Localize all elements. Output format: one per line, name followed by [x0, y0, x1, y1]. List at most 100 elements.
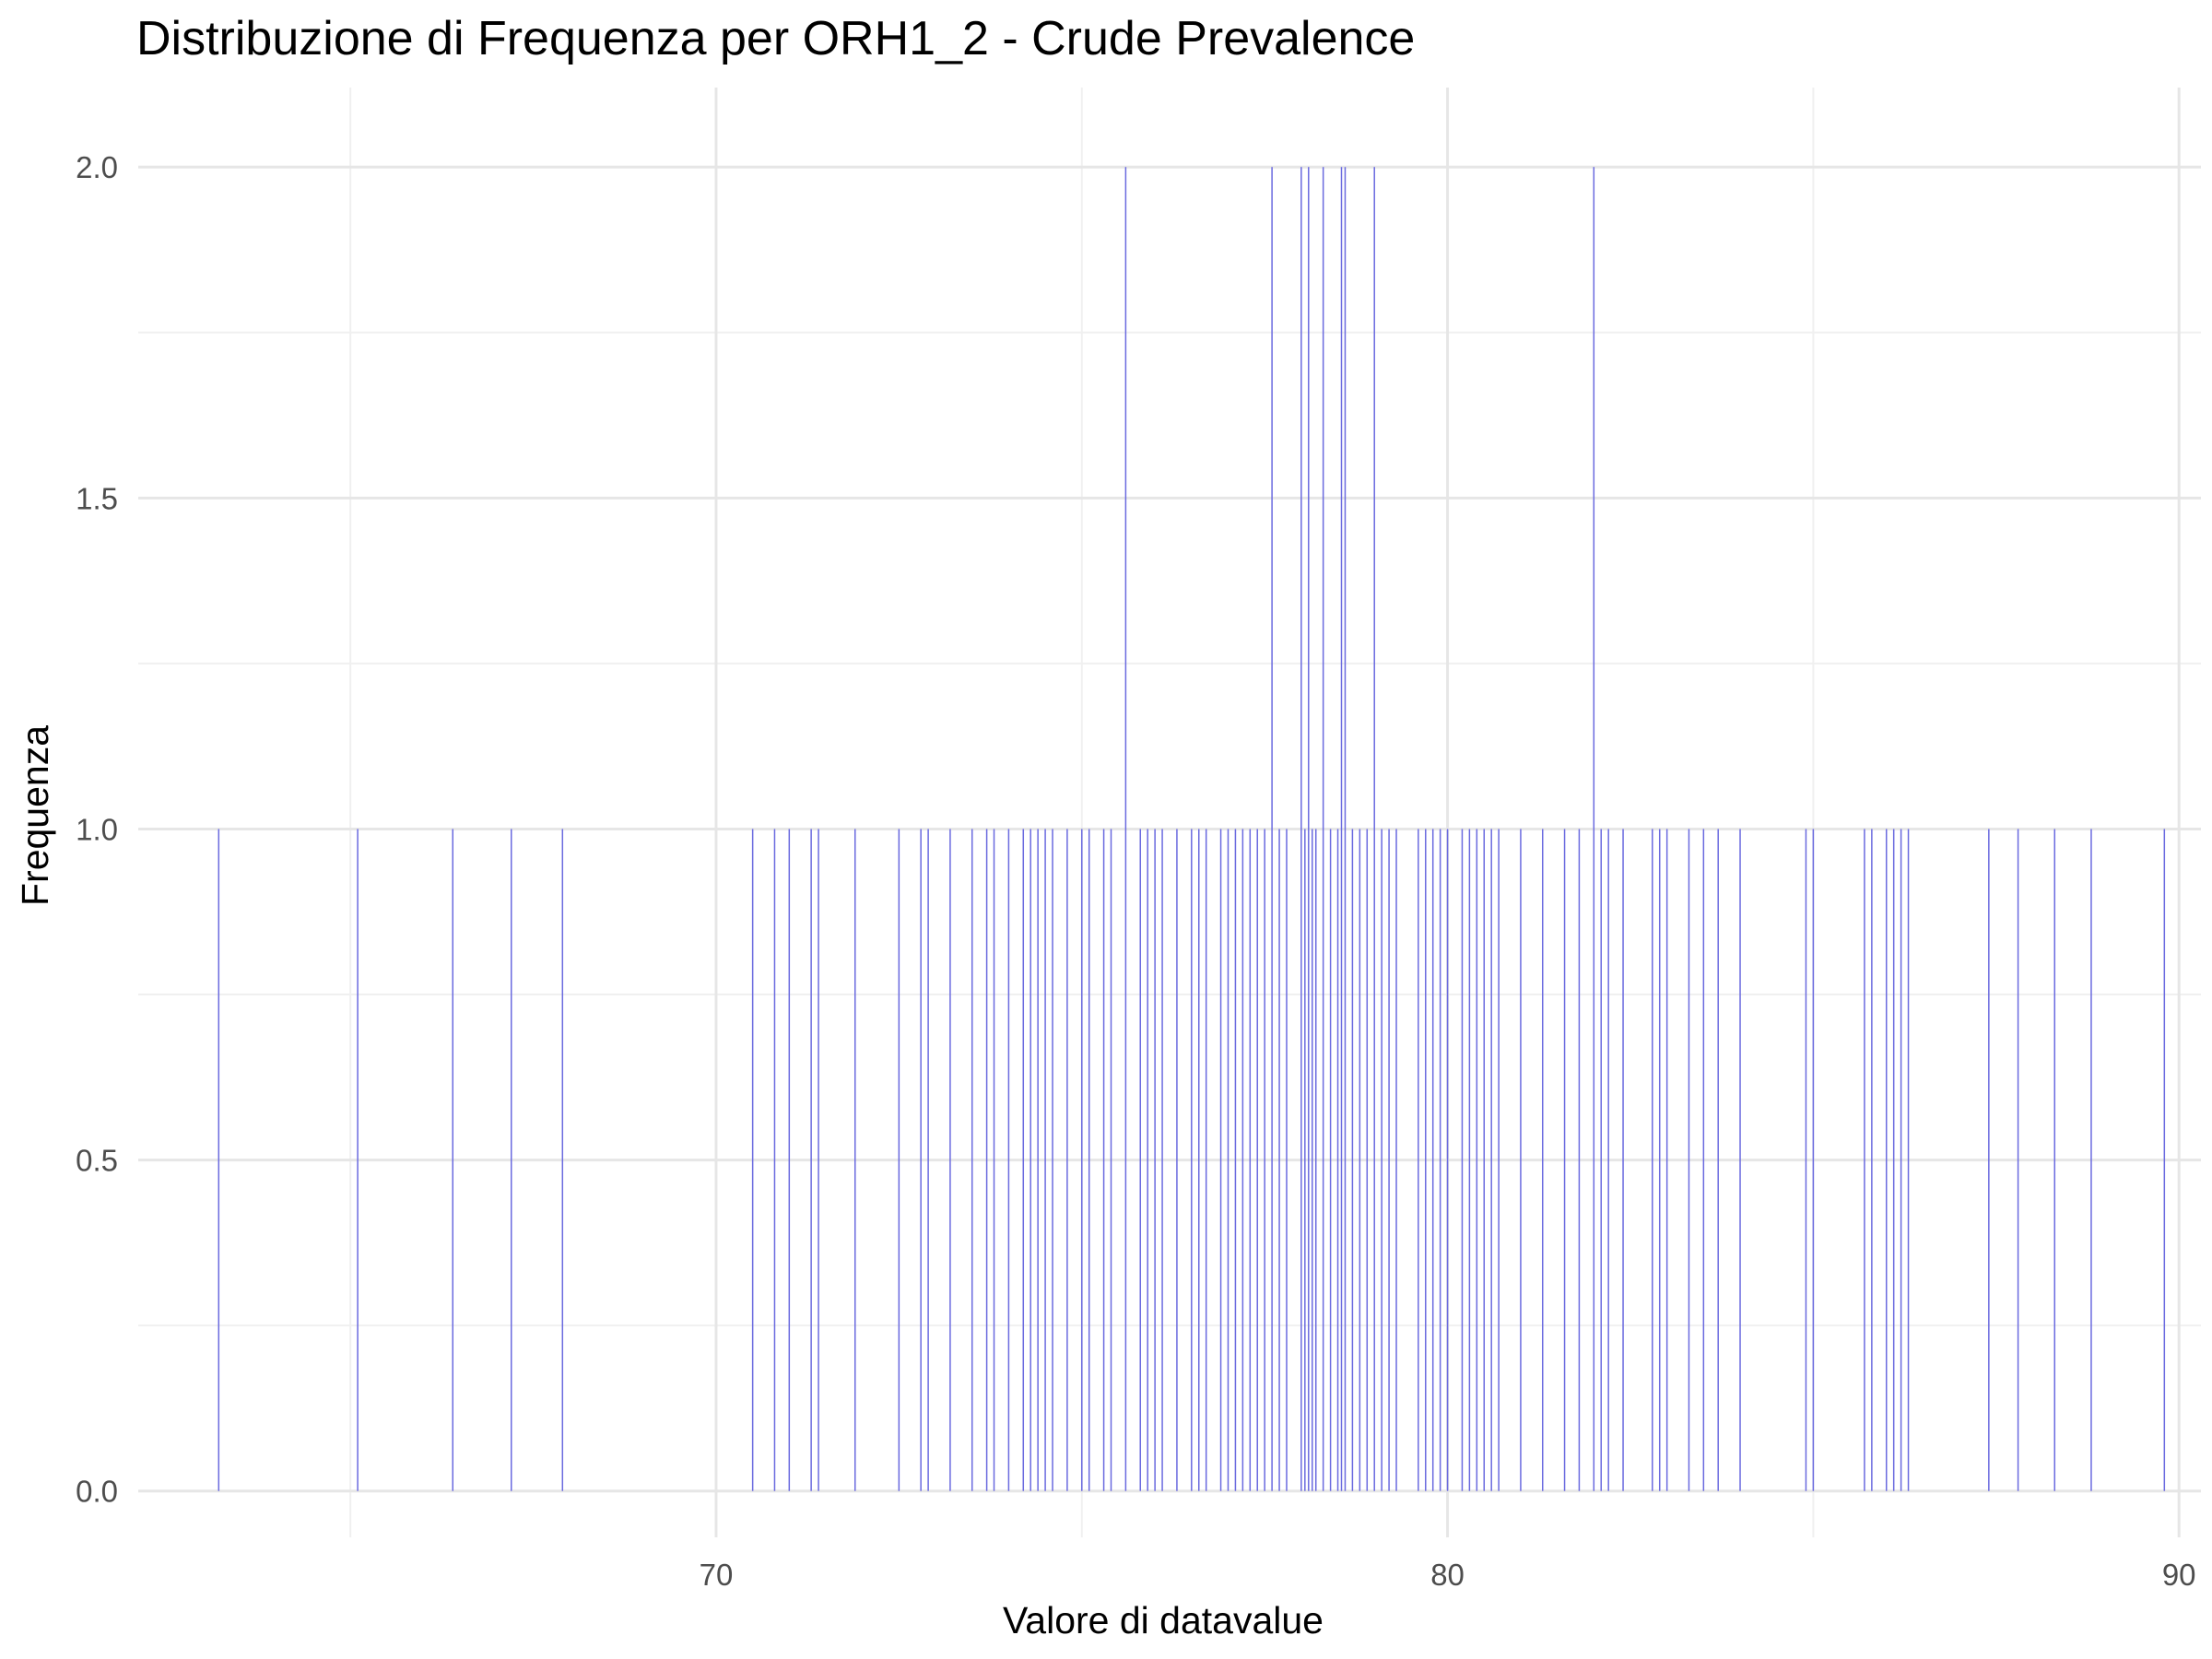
histogram-bar	[773, 829, 776, 1491]
histogram-bar	[1607, 829, 1609, 1491]
histogram-bar	[993, 829, 995, 1491]
histogram-bar	[927, 829, 929, 1491]
histogram-bar	[971, 829, 973, 1491]
histogram-bar	[1227, 829, 1230, 1491]
histogram-bar	[751, 829, 754, 1491]
histogram-bar	[1234, 829, 1237, 1491]
histogram-bar	[1176, 829, 1178, 1491]
histogram-bar	[1431, 829, 1434, 1491]
histogram-bar	[1885, 829, 1888, 1491]
histogram-bar	[1340, 167, 1343, 1491]
histogram-bar	[1102, 829, 1105, 1491]
histogram-bar	[2053, 829, 2056, 1491]
histogram-bar	[1900, 829, 1902, 1491]
histogram-bar	[218, 829, 220, 1491]
histogram-bar	[1366, 829, 1369, 1491]
histogram-bar	[1249, 829, 1252, 1491]
histogram-bar	[1241, 829, 1244, 1491]
histogram-bar	[1658, 829, 1661, 1491]
histogram-bar	[1395, 829, 1397, 1491]
histogram-bar	[1476, 829, 1478, 1491]
histogram-bar	[1461, 829, 1464, 1491]
histogram-bar	[1278, 829, 1280, 1491]
histogram-bar	[818, 829, 819, 1491]
histogram-bars	[218, 167, 2166, 1491]
y-tick-label: 2.0	[76, 150, 118, 184]
minor-gridlines	[138, 88, 2201, 1537]
histogram-bar	[1446, 829, 1449, 1491]
histogram-bar	[985, 829, 988, 1491]
histogram-bar	[1300, 167, 1302, 1491]
histogram-bar	[1483, 829, 1486, 1491]
histogram-bar	[1088, 829, 1090, 1491]
histogram-bar	[1864, 829, 1865, 1491]
x-tick-label: 90	[2162, 1558, 2196, 1592]
histogram-bar	[1124, 167, 1127, 1491]
histogram-bar	[1336, 829, 1339, 1491]
histogram-bar	[898, 829, 900, 1491]
histogram-bar	[1286, 829, 1288, 1491]
histogram-bar	[1688, 829, 1690, 1491]
histogram-bar	[788, 829, 791, 1491]
histogram-bar	[1022, 829, 1025, 1491]
histogram-bar	[1264, 829, 1265, 1491]
histogram-bar	[1717, 829, 1719, 1491]
histogram-bar	[2017, 829, 2019, 1491]
x-tick-label: 80	[1430, 1558, 1465, 1592]
histogram-bar	[1381, 829, 1382, 1491]
y-tick-label: 1.0	[76, 812, 118, 846]
histogram-bar	[1304, 829, 1306, 1491]
x-axis-tick-labels: 70 80 90	[700, 1558, 2196, 1592]
histogram-bar	[1030, 829, 1031, 1491]
histogram-bar	[1418, 829, 1419, 1491]
histogram-bar	[1351, 829, 1354, 1491]
y-tick-label: 0.0	[76, 1475, 118, 1509]
histogram-bar	[1191, 829, 1193, 1491]
histogram-bar	[1322, 167, 1324, 1491]
histogram-bar	[1425, 829, 1427, 1491]
histogram-bar	[1154, 829, 1156, 1491]
histogram-bar	[1652, 829, 1653, 1491]
histogram-bar	[1037, 829, 1039, 1491]
histogram-bar	[510, 829, 512, 1491]
histogram-bar	[1359, 829, 1361, 1491]
histogram-bar	[1373, 167, 1375, 1491]
histogram-bar	[1161, 829, 1163, 1491]
histogram-bar	[1520, 829, 1522, 1491]
histogram-bar	[810, 829, 812, 1491]
histogram-bar	[1578, 829, 1581, 1491]
histogram-bar	[1739, 829, 1741, 1491]
histogram-bar	[561, 829, 564, 1491]
histogram-bar	[1600, 829, 1602, 1491]
histogram-bar	[1490, 829, 1492, 1491]
histogram-bar	[949, 829, 951, 1491]
histogram-bar	[920, 829, 922, 1491]
major-gridlines	[138, 88, 2201, 1537]
histogram-bar	[1344, 167, 1347, 1491]
histogram-bar	[1271, 167, 1273, 1491]
histogram-bar	[1308, 167, 1310, 1491]
histogram-bar	[1329, 829, 1332, 1491]
histogram-bar	[2090, 829, 2092, 1491]
histogram-bar	[1139, 829, 1142, 1491]
histogram-bar	[1007, 829, 1010, 1491]
histogram-bar	[1622, 829, 1624, 1491]
y-tick-label: 1.5	[76, 481, 118, 515]
chart-title: Distribuzione di Frequenza per ORH1_2 - …	[136, 12, 1416, 65]
histogram-bar	[1541, 829, 1544, 1491]
histogram-bar	[1871, 829, 1873, 1491]
histogram-bar	[1256, 829, 1258, 1491]
histogram-bar	[1044, 829, 1046, 1491]
histogram-bar	[853, 829, 856, 1491]
histogram-bar	[1312, 829, 1313, 1491]
histogram-bar	[1052, 829, 1053, 1491]
histogram-bar	[1892, 829, 1895, 1491]
x-tick-label: 70	[700, 1558, 734, 1592]
histogram-bar	[2163, 829, 2166, 1491]
histogram-bar	[1388, 829, 1390, 1491]
histogram-bar	[1205, 829, 1207, 1491]
histogram-bar	[1805, 829, 1807, 1491]
x-axis-title: Valore di datavalue	[1003, 1599, 1324, 1641]
histogram-bar	[1314, 829, 1317, 1491]
